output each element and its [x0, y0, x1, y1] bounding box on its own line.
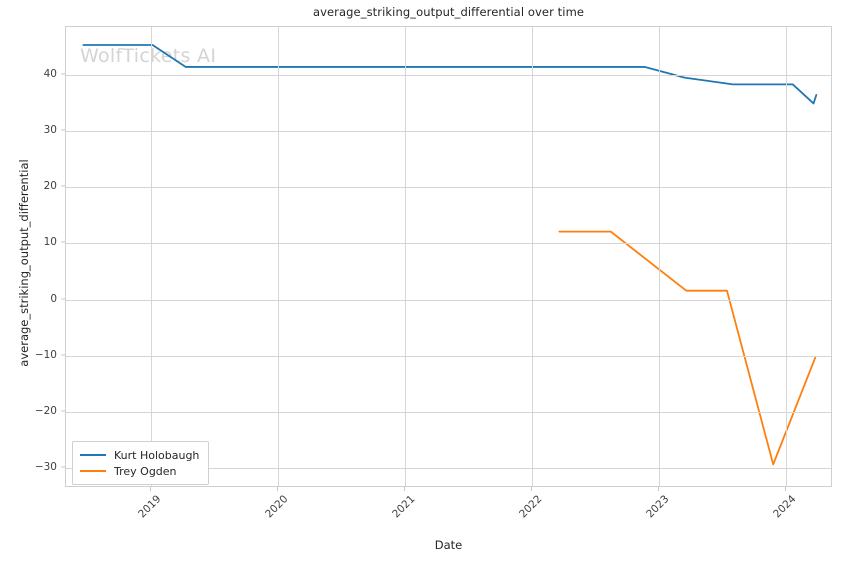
chart-title: average_striking_output_differential ove…: [312, 5, 585, 19]
gridline-horizontal: [66, 412, 831, 413]
legend-color-swatch: [80, 470, 106, 472]
y-tick-mark: [61, 354, 65, 356]
y-tick-label: −20: [34, 405, 57, 418]
y-tick-mark: [61, 185, 65, 187]
gridline-vertical: [659, 27, 660, 486]
gridline-vertical: [151, 27, 152, 486]
gridline-vertical: [405, 27, 406, 486]
y-tick-label: 10: [43, 236, 57, 249]
y-tick-mark: [61, 466, 65, 468]
x-tick-mark: [658, 487, 659, 491]
x-tick-mark: [785, 487, 786, 491]
legend-label: Trey Ogden: [114, 464, 177, 478]
gridline-horizontal: [66, 187, 831, 188]
chart-legend[interactable]: Kurt Holobaugh Trey Ogden: [72, 441, 210, 485]
x-tick-label: 2022: [517, 493, 545, 521]
series-line: [82, 44, 818, 105]
y-tick-mark: [61, 298, 65, 300]
y-axis-tick-labels: −30 −20 −10 0 10 20 30 40: [0, 26, 65, 487]
x-tick-mark: [531, 487, 532, 491]
gridline-horizontal: [66, 468, 831, 469]
series-line: [558, 230, 817, 466]
x-axis-label: Date: [434, 538, 463, 552]
y-tick-label: −30: [34, 461, 57, 474]
series-lines: [82, 44, 818, 466]
x-tick-label: 2024: [771, 493, 799, 521]
y-tick-mark: [61, 241, 65, 243]
y-tick-label: 0: [50, 292, 57, 305]
legend-item[interactable]: Trey Ogden: [80, 463, 199, 479]
gridline-horizontal: [66, 243, 831, 244]
x-tick-label: 2021: [390, 493, 418, 521]
y-tick-mark: [61, 129, 65, 131]
y-tick-mark: [61, 73, 65, 75]
watermark: WolfTickets AI: [80, 45, 217, 67]
y-tick-mark: [61, 410, 65, 412]
legend-color-swatch: [80, 454, 106, 456]
gridline-vertical: [786, 27, 787, 486]
gridline-horizontal: [66, 75, 831, 76]
y-tick-label: 40: [43, 67, 57, 80]
y-tick-label: 30: [43, 124, 57, 136]
legend-item[interactable]: Kurt Holobaugh: [80, 447, 199, 463]
x-tick-label: 2023: [644, 493, 672, 521]
plot-area: WolfTickets AI: [65, 26, 832, 487]
gridline-horizontal: [66, 300, 831, 301]
x-tick-label: 2020: [263, 493, 291, 521]
x-tick-mark: [150, 487, 151, 491]
gridline-horizontal: [66, 356, 831, 357]
y-tick-label: −10: [34, 348, 57, 361]
gridline-horizontal: [66, 131, 831, 132]
x-tick-mark: [404, 487, 405, 491]
x-tick-mark: [277, 487, 278, 491]
y-tick-label: 20: [43, 180, 57, 193]
legend-label: Kurt Holobaugh: [114, 448, 200, 462]
gridline-vertical: [278, 27, 279, 486]
x-axis-tick-labels: 2019 2020 2021 2022 2023 2024: [65, 487, 832, 547]
gridline-vertical: [532, 27, 533, 486]
x-tick-label: 2019: [136, 493, 164, 521]
